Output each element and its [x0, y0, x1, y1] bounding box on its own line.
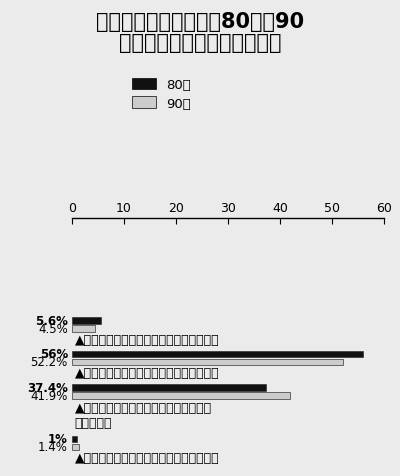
Text: 1%: 1% — [48, 433, 68, 446]
Bar — [72, 444, 79, 450]
Text: 5.6%: 5.6% — [35, 314, 68, 327]
Bar — [72, 385, 266, 391]
Text: ▲先为自己的利益着想，但同时也不损害
别人的利益: ▲先为自己的利益着想，但同时也不损害 别人的利益 — [74, 401, 212, 429]
Bar — [72, 351, 363, 357]
Text: ▲主要关心自己的利益，不考虑别人的得失: ▲主要关心自己的利益，不考虑别人的得失 — [74, 451, 219, 465]
Text: 52.2%: 52.2% — [30, 356, 68, 368]
Text: ▲主要为别人着想，不考虑自己的利益得失: ▲主要为别人着想，不考虑自己的利益得失 — [74, 333, 219, 346]
Text: ▲先为别人着想，同时也要顾及自己的利益: ▲先为别人着想，同时也要顾及自己的利益 — [74, 367, 219, 379]
Text: 4.5%: 4.5% — [38, 322, 68, 335]
Bar — [72, 317, 101, 324]
Bar — [72, 436, 77, 442]
Text: 1.4%: 1.4% — [38, 441, 68, 454]
Text: 在人与人相处的时候，80后和90: 在人与人相处的时候，80后和90 — [96, 12, 304, 32]
Bar — [72, 392, 290, 399]
Text: 37.4%: 37.4% — [27, 381, 68, 394]
Text: 41.9%: 41.9% — [30, 389, 68, 402]
Bar — [72, 325, 96, 332]
Legend: 80后, 90后: 80后, 90后 — [126, 73, 196, 116]
Bar — [72, 359, 344, 366]
Text: 56%: 56% — [40, 348, 68, 361]
Text: 后如何处理利人与利己的关系: 后如何处理利人与利己的关系 — [119, 33, 281, 53]
